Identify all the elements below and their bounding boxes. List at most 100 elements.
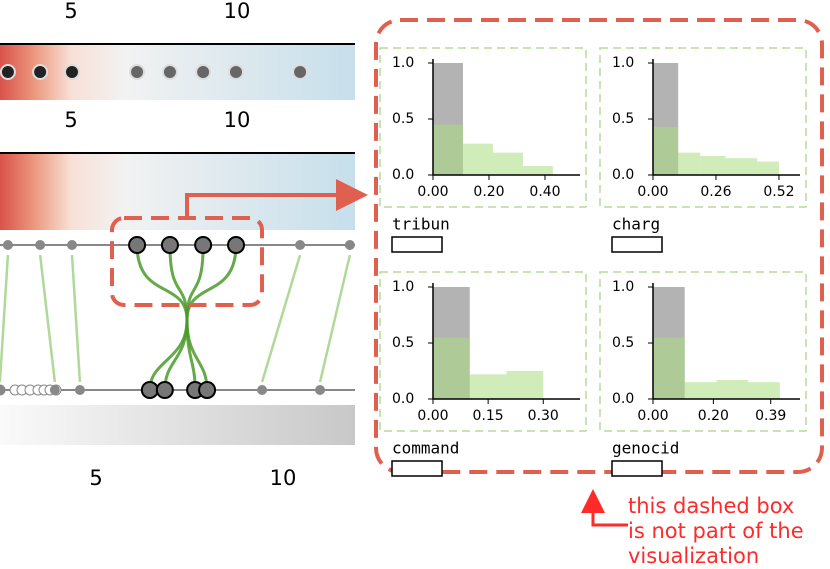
tick-label: 1.0 bbox=[612, 279, 634, 295]
arrow bbox=[185, 179, 368, 218]
tick-label: 5 bbox=[64, 0, 77, 23]
point bbox=[292, 64, 309, 80]
point bbox=[227, 236, 246, 254]
point bbox=[194, 236, 213, 254]
tick-label: 0.00 bbox=[637, 184, 668, 200]
tick-label: 0.00 bbox=[417, 408, 448, 424]
tick-label: 1.0 bbox=[392, 55, 414, 71]
link bbox=[38, 254, 57, 383]
point bbox=[32, 64, 49, 80]
link bbox=[70, 254, 82, 383]
point bbox=[160, 236, 179, 254]
highlight-box bbox=[110, 216, 264, 307]
bar bbox=[716, 379, 749, 399]
point bbox=[35, 240, 46, 250]
word-label: tribun bbox=[392, 215, 450, 234]
panel bbox=[599, 271, 807, 432]
word-label: charg bbox=[612, 215, 660, 234]
tick-label: 10 bbox=[270, 466, 297, 490]
tick-label: 1.0 bbox=[392, 279, 414, 295]
bar bbox=[506, 371, 544, 399]
bar bbox=[725, 158, 758, 175]
point bbox=[66, 240, 77, 250]
point bbox=[63, 64, 80, 80]
text-input[interactable] bbox=[391, 236, 443, 253]
tick-label: 0.15 bbox=[473, 408, 504, 424]
panel bbox=[379, 271, 587, 432]
bar bbox=[653, 126, 679, 175]
link bbox=[260, 254, 302, 383]
panel bbox=[599, 47, 807, 208]
point bbox=[198, 381, 217, 399]
point bbox=[0, 385, 5, 395]
tick-label: 0.5 bbox=[392, 335, 414, 351]
text-input[interactable] bbox=[611, 460, 663, 477]
bar bbox=[462, 143, 493, 175]
bar bbox=[522, 166, 553, 175]
annotation: is not part of the bbox=[628, 519, 804, 543]
word-label: genocid bbox=[612, 439, 679, 458]
tick-label: 0.20 bbox=[473, 184, 504, 200]
annotation: this dashed box bbox=[628, 494, 794, 518]
annotation-arrow bbox=[581, 489, 628, 527]
tick-label: 0.20 bbox=[698, 408, 729, 424]
point bbox=[295, 240, 306, 250]
point bbox=[74, 385, 85, 395]
text-input[interactable] bbox=[391, 460, 443, 477]
point bbox=[49, 385, 60, 395]
bar bbox=[433, 124, 463, 175]
tick-label: 0.0 bbox=[612, 167, 634, 183]
panel bbox=[379, 47, 587, 208]
point bbox=[2, 240, 13, 250]
text-input[interactable] bbox=[611, 236, 663, 253]
tick-label: 0.00 bbox=[417, 184, 448, 200]
bar bbox=[748, 382, 780, 399]
tick-label: 0.0 bbox=[612, 391, 634, 407]
tick-label: 0.40 bbox=[529, 184, 560, 200]
bar bbox=[757, 161, 779, 175]
tick-label: 0.5 bbox=[392, 111, 414, 127]
point bbox=[257, 385, 268, 395]
point bbox=[195, 64, 212, 80]
tick-label: 0.0 bbox=[392, 391, 414, 407]
point bbox=[228, 64, 245, 80]
point bbox=[0, 64, 16, 80]
gray-strip bbox=[0, 405, 355, 445]
color-strip bbox=[0, 154, 355, 230]
tick-label: 5 bbox=[89, 466, 102, 490]
bar bbox=[433, 337, 470, 399]
tick-label: 10 bbox=[224, 108, 251, 132]
point bbox=[344, 240, 355, 250]
bar bbox=[700, 155, 726, 175]
point bbox=[129, 64, 146, 80]
tick-label: 0.52 bbox=[763, 184, 794, 200]
point bbox=[315, 385, 326, 395]
bar bbox=[469, 374, 507, 399]
annotation: visualization bbox=[628, 544, 759, 568]
word-label: command bbox=[392, 439, 459, 458]
link bbox=[135, 244, 189, 391]
bar bbox=[684, 382, 717, 399]
bar bbox=[492, 152, 523, 175]
tick-label: 0.0 bbox=[392, 167, 414, 183]
tick-label: 0.00 bbox=[637, 408, 668, 424]
tick-label: 0.39 bbox=[755, 408, 786, 424]
tick-label: 1.0 bbox=[612, 55, 634, 71]
point bbox=[155, 381, 174, 399]
bar bbox=[678, 152, 701, 175]
tick-label: 0.5 bbox=[612, 335, 634, 351]
tick-label: 0.5 bbox=[612, 111, 634, 127]
bar bbox=[653, 337, 685, 399]
tick-label: 10 bbox=[224, 0, 251, 23]
link bbox=[318, 254, 352, 383]
tick-label: 0.26 bbox=[700, 184, 731, 200]
outer-dashed-box bbox=[374, 18, 824, 474]
point bbox=[140, 381, 159, 399]
link bbox=[0, 254, 10, 383]
link bbox=[163, 244, 189, 391]
tick-label: 0.30 bbox=[528, 408, 559, 424]
tick-label: 5 bbox=[64, 108, 77, 132]
link bbox=[185, 244, 238, 391]
point bbox=[161, 64, 178, 80]
